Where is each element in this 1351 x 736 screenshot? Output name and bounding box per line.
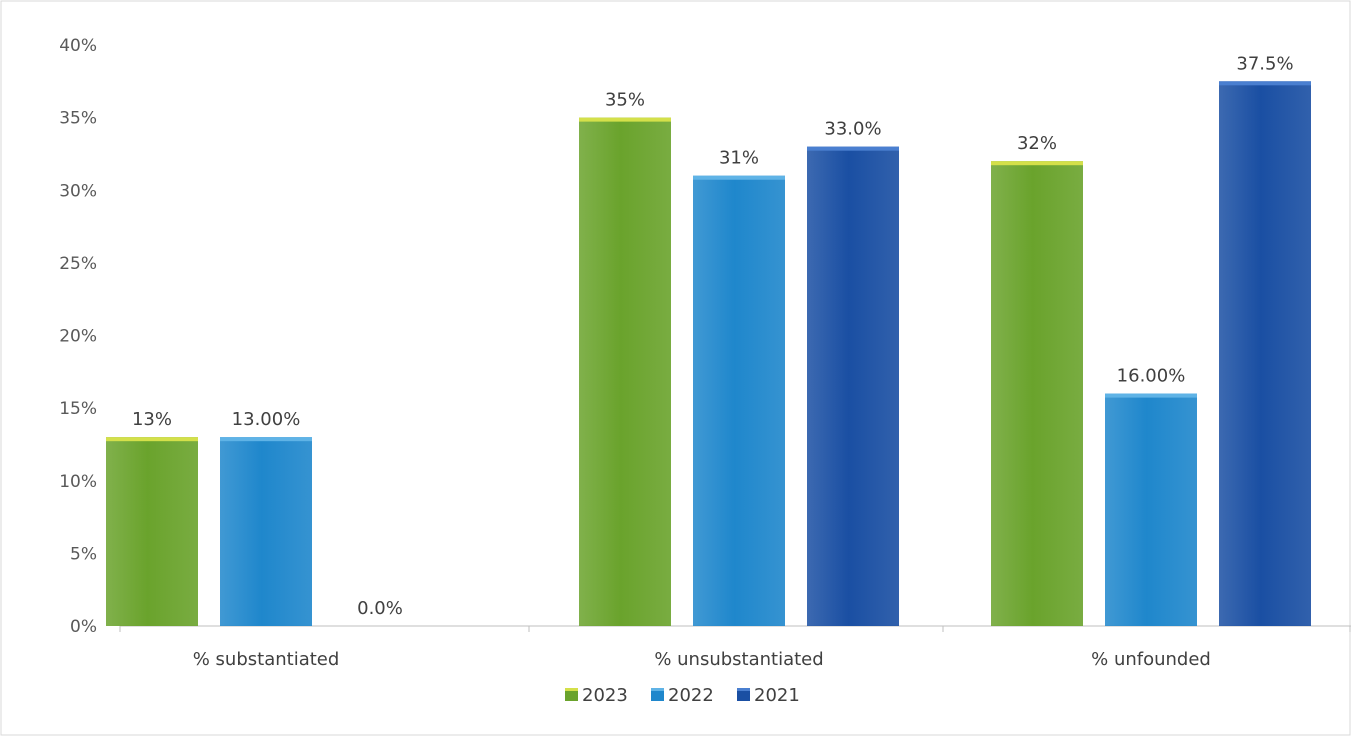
bar-top-highlight <box>991 161 1083 166</box>
data-label: 0.0% <box>357 598 403 619</box>
bar-top-highlight <box>579 117 671 122</box>
legend-swatch-2023 <box>565 688 578 701</box>
bar-2022-2 <box>1105 393 1197 626</box>
bar-2021-2 <box>1219 81 1311 626</box>
y-tick-label: 30% <box>59 181 97 201</box>
legend-swatch-2022 <box>651 688 664 701</box>
y-tick-label: 0% <box>70 617 97 637</box>
bar-2021-1 <box>807 146 899 627</box>
bars-group <box>106 81 1311 627</box>
y-tick-label: 20% <box>59 327 97 347</box>
bar-2022-1 <box>693 175 785 626</box>
bar-top-highlight <box>1219 81 1311 86</box>
legend-swatch-highlight <box>651 688 664 691</box>
bar-2023-1 <box>579 117 671 626</box>
y-tick-label: 40% <box>59 36 97 56</box>
legend-swatch-highlight <box>565 688 578 691</box>
legend-swatch-highlight <box>737 688 750 691</box>
legend-label-2022: 2022 <box>668 685 714 706</box>
y-tick-label: 15% <box>59 399 97 419</box>
bar-top-highlight <box>1105 393 1197 398</box>
bar-top-highlight <box>220 437 312 442</box>
bar-top-highlight <box>106 437 198 442</box>
legend-label-2023: 2023 <box>582 685 628 706</box>
bar-2023-2 <box>991 161 1083 626</box>
data-label: 31% <box>719 148 759 169</box>
data-label: 13.00% <box>232 409 301 430</box>
bar-2023-0 <box>106 437 198 626</box>
legend: 2023 2022 2021 <box>565 685 800 706</box>
x-category-label: % substantiated <box>193 649 340 670</box>
y-axis: 0% 5% 10% 15% 20% 25% 30% 35% 40% <box>59 36 97 637</box>
legend-label-2021: 2021 <box>754 685 800 706</box>
data-label: 37.5% <box>1236 53 1293 74</box>
data-label: 35% <box>605 90 645 111</box>
data-labels-group: 13% 13.00% 0.0% 35% 31% 33.0% 32% 16.00% 37.5% <box>132 53 1294 619</box>
x-category-label: % unfounded <box>1091 649 1211 670</box>
bar-2022-0 <box>220 437 312 626</box>
data-label: 33.0% <box>824 119 881 140</box>
y-tick-label: 25% <box>59 254 97 274</box>
bar-top-highlight <box>807 146 899 151</box>
bar-top-highlight <box>693 175 785 180</box>
y-tick-label: 35% <box>59 109 97 129</box>
data-label: 16.00% <box>1117 366 1186 387</box>
data-label: 13% <box>132 409 172 430</box>
x-category-label: % unsubstantiated <box>654 649 823 670</box>
y-tick-label: 10% <box>59 472 97 492</box>
y-tick-label: 5% <box>70 544 97 564</box>
legend-swatch-2021 <box>737 688 750 701</box>
data-label: 32% <box>1017 133 1057 154</box>
